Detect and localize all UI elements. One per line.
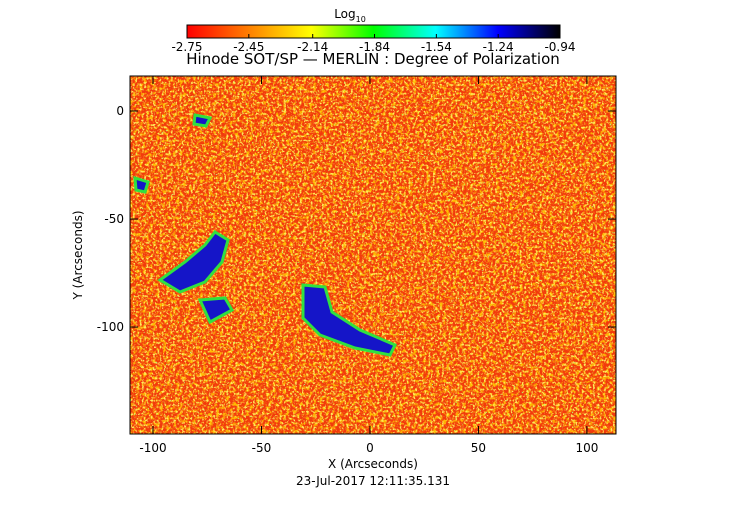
y-tick-label: -50 bbox=[104, 212, 124, 226]
colorbar-tick-label: -2.75 bbox=[171, 40, 202, 54]
colorbar-tick-label: -2.45 bbox=[233, 40, 264, 54]
colorbar-tick-label: -1.84 bbox=[359, 40, 390, 54]
x-axis-label: X (Arcseconds) bbox=[328, 457, 418, 471]
y-axis-label: Y (Arcseconds) bbox=[71, 210, 85, 300]
colorbar-tick-label: -2.14 bbox=[297, 40, 328, 54]
solar-image bbox=[130, 76, 616, 434]
chart-title: Hinode SOT/SP — MERLIN : Degree of Polar… bbox=[186, 50, 560, 68]
colorbar-label-main: Log bbox=[334, 7, 355, 21]
y-tick-label: -100 bbox=[97, 320, 124, 334]
x-tick-label: -50 bbox=[252, 441, 272, 455]
x-tick-label: 100 bbox=[575, 441, 598, 455]
colorbar-label-sub: 10 bbox=[356, 15, 366, 24]
colorbar-label: Log10 bbox=[334, 7, 366, 24]
plot-frame bbox=[129, 75, 617, 435]
y-tick-label: 0 bbox=[116, 104, 124, 118]
timestamp: 23-Jul-2017 12:11:35.131 bbox=[296, 474, 450, 488]
colorbar bbox=[186, 24, 561, 39]
colorbar-tick-label: -1.54 bbox=[421, 40, 452, 54]
x-tick-label: 0 bbox=[366, 441, 374, 455]
x-tick-label: -100 bbox=[139, 441, 166, 455]
x-tick-label: 50 bbox=[471, 441, 486, 455]
colorbar-tick-label: -1.24 bbox=[483, 40, 514, 54]
colorbar-tick-label: -0.94 bbox=[544, 40, 575, 54]
